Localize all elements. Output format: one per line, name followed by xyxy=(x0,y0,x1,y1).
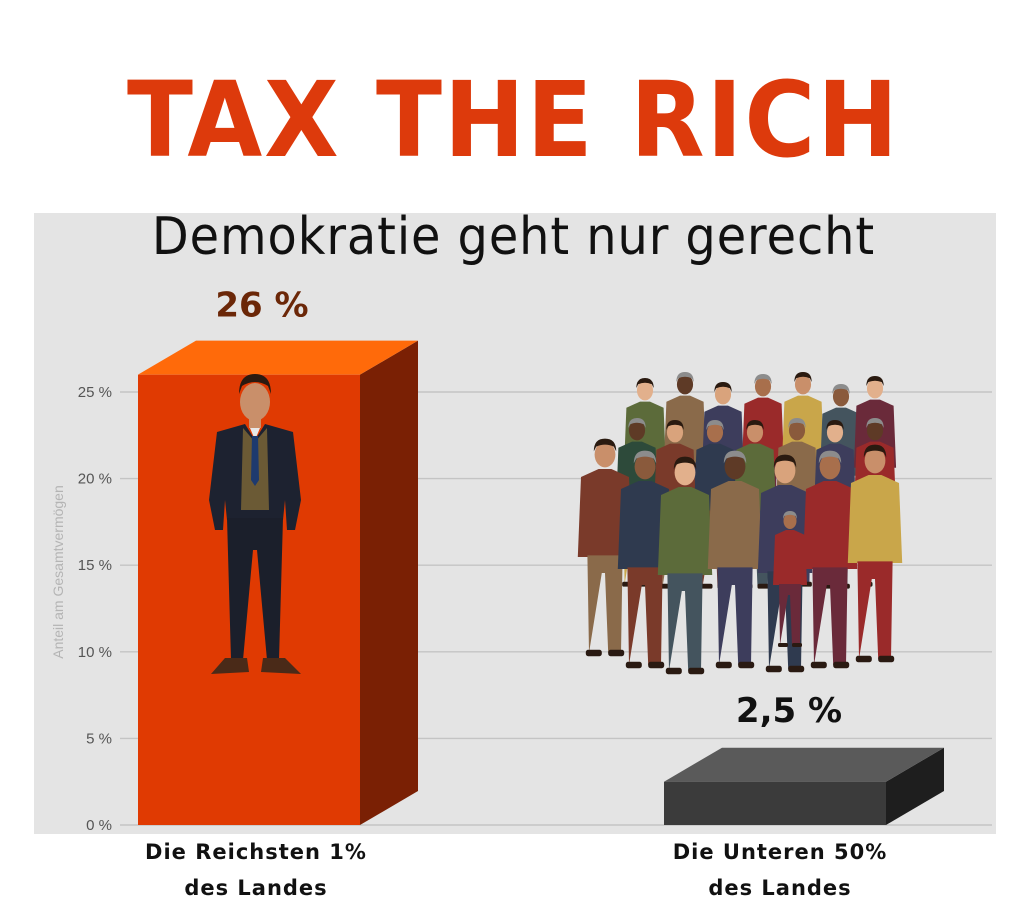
bar-rich-top xyxy=(138,340,418,375)
category-label-rich-line2: des Landes xyxy=(184,876,328,900)
y-tick-label: 25 % xyxy=(78,384,112,401)
y-tick-label: 5 % xyxy=(86,730,112,747)
businessman-illustration xyxy=(209,374,301,674)
category-label-rich: Die Reichsten 1% des Landes xyxy=(96,834,416,906)
bars: 26 % 2,5 % xyxy=(138,286,944,825)
page-title: TAX THE RICH xyxy=(127,59,900,181)
category-label-rich-line1: Die Reichsten 1% xyxy=(145,840,367,864)
category-label-poor-line2: des Landes xyxy=(708,876,852,900)
crowd-person xyxy=(773,511,807,647)
y-tick-label: 15 % xyxy=(78,557,112,574)
data-label: 2,5 % xyxy=(736,691,842,731)
page-subtitle: Demokratie geht nur gerecht xyxy=(151,207,876,267)
y-tick-label: 10 % xyxy=(78,644,112,661)
crowd-person xyxy=(657,456,713,675)
crowd-person xyxy=(847,444,903,663)
data-label: 26 % xyxy=(215,286,308,326)
bar-rich-side xyxy=(360,340,418,825)
category-label-poor-line1: Die Unteren 50% xyxy=(672,840,888,864)
bar-poor-front xyxy=(664,781,886,825)
crowd-person xyxy=(577,438,633,657)
y-tick-label: 20 % xyxy=(78,471,112,488)
crowd-person xyxy=(802,450,858,669)
bar-poor-side xyxy=(886,747,944,825)
y-axis-ticks: 0 % 5 % 10 % 15 % 20 % 25 % xyxy=(78,384,112,834)
y-tick-label: 0 % xyxy=(86,817,112,834)
crowd-person xyxy=(707,450,763,669)
bar-poor-top xyxy=(664,747,944,782)
crowd-illustration xyxy=(577,372,903,675)
bar-poor: 2,5 % xyxy=(664,691,944,825)
crowd-person xyxy=(617,450,673,669)
y-axis-label: Anteil am Gesamtvermögen xyxy=(50,485,66,659)
category-label-poor: Die Unteren 50% des Landes xyxy=(620,834,940,906)
